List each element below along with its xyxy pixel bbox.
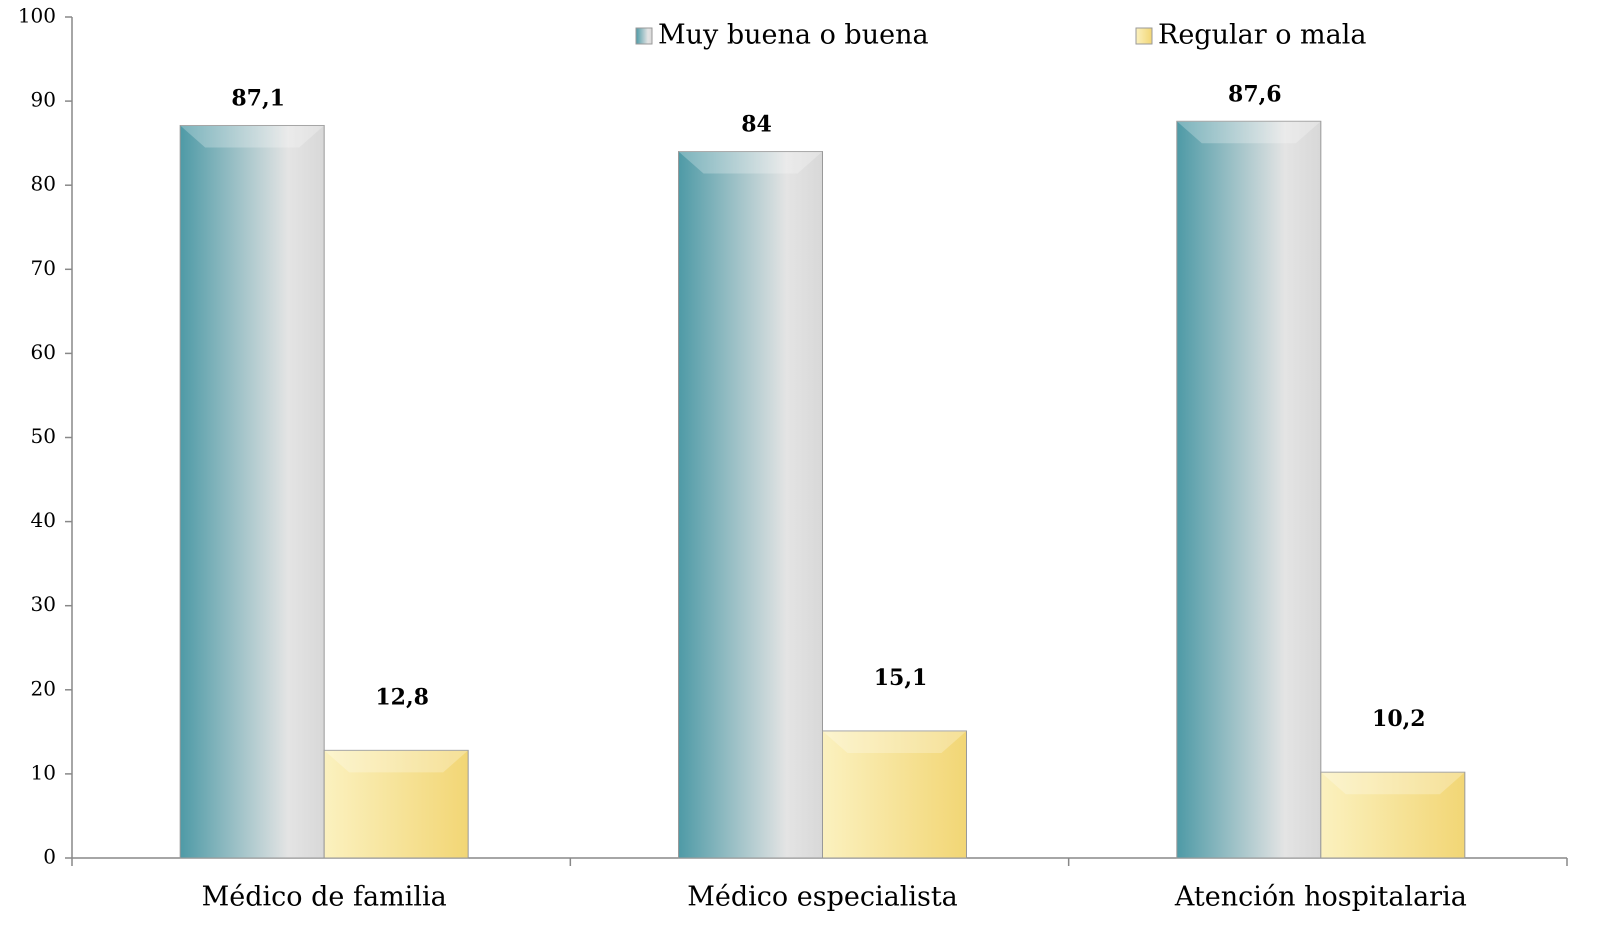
value-label: 84 [741, 112, 772, 138]
y-tick-label: 40 [31, 508, 56, 532]
y-tick-label: 90 [31, 88, 56, 112]
legend-label: Muy buena o buena [658, 20, 929, 51]
y-tick-label: 70 [31, 256, 56, 280]
y-tick-label: 20 [31, 676, 56, 700]
bar [822, 730, 967, 859]
y-tick-label: 100 [18, 4, 56, 28]
value-label: 87,1 [231, 85, 285, 111]
y-tick-label: 50 [31, 424, 56, 448]
y-tick-label: 10 [31, 760, 56, 784]
value-label: 10,2 [1372, 706, 1426, 732]
bar [179, 124, 325, 859]
bar [678, 151, 823, 859]
y-tick-label: 0 [43, 845, 56, 869]
y-tick-label: 80 [31, 172, 56, 196]
x-tick-label: Atención hospitalaria [1174, 882, 1467, 913]
value-label: 87,6 [1228, 81, 1282, 107]
bar [323, 749, 469, 859]
x-tick-label: Médico de familia [202, 882, 447, 913]
y-tick-label: 30 [31, 592, 56, 616]
legend-label: Regular o mala [1158, 20, 1366, 51]
legend-swatch [635, 27, 653, 45]
legend-swatch [1135, 27, 1153, 45]
x-tick-label: Médico especialista [687, 882, 958, 913]
value-label: 12,8 [375, 684, 429, 710]
bar [1320, 771, 1466, 859]
y-tick-label: 60 [31, 340, 56, 364]
bar [1176, 120, 1322, 859]
value-label: 15,1 [874, 665, 928, 691]
